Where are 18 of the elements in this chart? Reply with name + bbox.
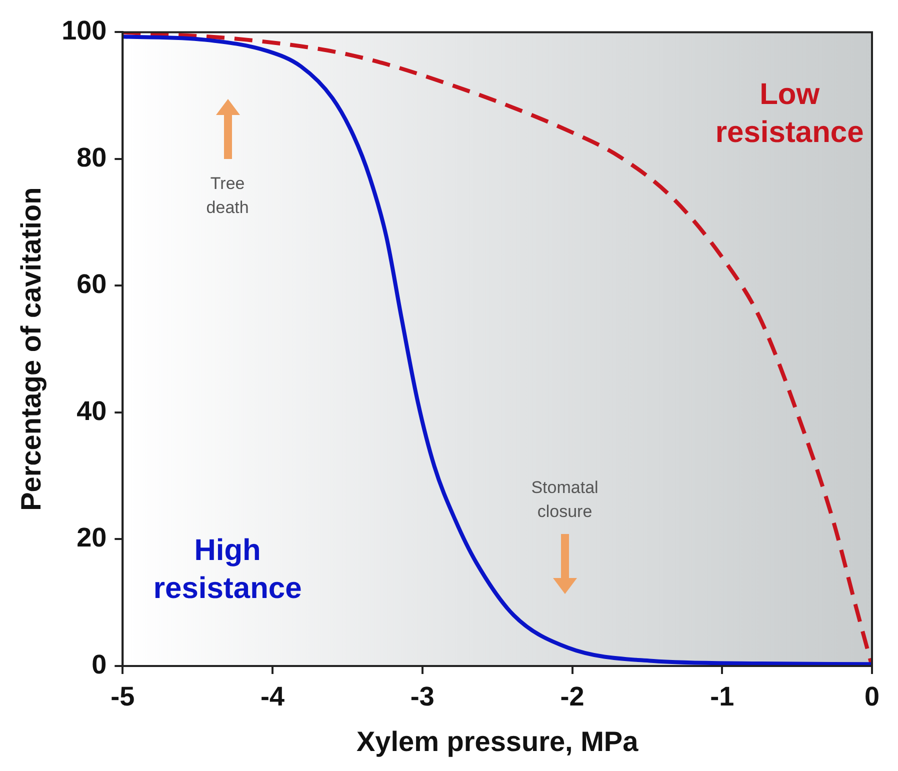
- y-tick-label: 20: [76, 522, 107, 553]
- y-tick-label: 0: [92, 649, 107, 680]
- text: High resistance: [153, 534, 302, 606]
- x-axis-title: Xylem pressure, MPa: [356, 726, 639, 757]
- x-tick-label: -1: [710, 682, 734, 712]
- text: Low resistance: [715, 78, 864, 149]
- x-tick-label: -2: [560, 682, 584, 712]
- x-tick-label: -3: [410, 682, 434, 712]
- annotation: Stomatal closure: [531, 478, 598, 522]
- y-tick-label: 40: [76, 396, 107, 426]
- annotation: Tree death: [206, 174, 249, 217]
- y-tick-label: 100: [62, 16, 107, 46]
- x-tick-label: -4: [260, 682, 285, 712]
- y-tick-label: 60: [76, 269, 107, 300]
- x-tick-label: -5: [110, 682, 135, 712]
- x-tick-label: 0: [864, 682, 880, 712]
- y-axis-title: Percentage of cavitation: [16, 187, 47, 511]
- y-tick-label: 80: [76, 142, 107, 172]
